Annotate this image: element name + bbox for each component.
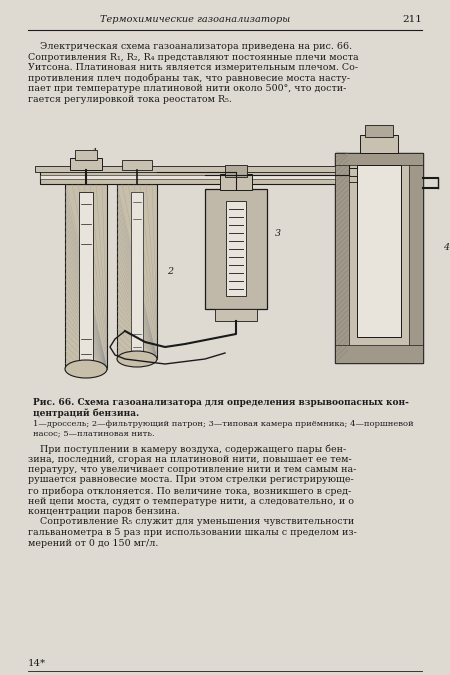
Text: гальванометра в 5 раз при использовании шкалы с пределом из-: гальванометра в 5 раз при использовании … [28,528,357,537]
Bar [40,176,379,182]
Bar [35,166,345,172]
Text: 4: 4 [443,244,449,252]
Bar [40,168,379,176]
Text: пает при температуре платиновой нити около 500°, что дости-: пает при температуре платиновой нити око… [28,84,346,93]
Bar [226,201,246,296]
Text: 1: 1 [91,148,97,157]
Bar [335,153,423,363]
Bar [365,125,393,137]
Bar [79,192,93,361]
Bar [360,135,398,153]
Text: При поступлении в камеру воздуха, содержащего пары бен-: При поступлении в камеру воздуха, содерж… [28,444,346,454]
Bar [215,309,257,321]
Text: мерений от 0 до 150 мг/л.: мерений от 0 до 150 мг/л. [28,539,158,547]
Text: Электрическая схема газоанализатора приведена на рис. 66.: Электрическая схема газоанализатора прив… [28,42,352,51]
Text: насос; 5—платиновая нить.: насос; 5—платиновая нить. [33,430,155,438]
Text: противления плеч подобраны так, что равновесие моста насту-: противления плеч подобраны так, что равн… [28,74,350,83]
Text: 1—дроссель; 2—фильтрующий патрон; 3—типовая камера приёмника; 4—поршневой: 1—дроссель; 2—фильтрующий патрон; 3—типо… [33,420,414,428]
Text: 211: 211 [402,15,422,24]
Ellipse shape [65,360,107,378]
Bar [70,158,102,170]
Bar [117,184,157,359]
Bar [205,189,267,309]
Bar [122,160,152,170]
Text: концентрации паров бензина.: концентрации паров бензина. [28,507,180,516]
Text: рушается равновесие моста. При этом стрелки регистрирующе-: рушается равновесие моста. При этом стре… [28,475,354,485]
Text: гается регулировкой тока реостатом R₅.: гается регулировкой тока реостатом R₅. [28,95,232,103]
Bar [75,150,97,160]
Text: Сопротивление R₅ служит для уменьшения чувствительности: Сопротивление R₅ служит для уменьшения ч… [28,518,354,526]
Bar [335,153,423,165]
Text: 3: 3 [275,230,281,238]
Text: Термохимические газоанализаторы: Термохимические газоанализаторы [100,15,290,24]
Bar [220,174,252,190]
Bar [225,165,247,177]
Text: зина, последний, сгорая на платиновой нити, повышает ее тем-: зина, последний, сгорая на платиновой ни… [28,454,352,464]
Text: го прибора отклоняется. По величине тока, возникшего в сред-: го прибора отклоняется. По величине тока… [28,486,351,495]
Text: ней цепи моста, судят о температуре нити, а следовательно, и о: ней цепи моста, судят о температуре нити… [28,497,354,506]
Bar [40,170,340,184]
Text: центраций бензина.: центраций бензина. [33,408,139,418]
Text: Уитсона. Платиновая нить является измерительным плечом. Со-: Уитсона. Платиновая нить является измери… [28,63,358,72]
Bar [357,165,401,337]
Bar [131,192,143,351]
Bar [335,345,423,363]
Text: 2: 2 [167,267,173,275]
Bar [409,153,423,363]
Text: пературу, что увеличивает сопротивление нити и тем самым на-: пературу, что увеличивает сопротивление … [28,465,356,474]
Ellipse shape [117,351,157,367]
Text: Рис. 66. Схема газоанализатора для определения взрывоопасных кон-: Рис. 66. Схема газоанализатора для опред… [33,398,409,407]
Text: 14*: 14* [28,659,46,668]
Bar [65,184,107,369]
Text: Сопротивления R₁, R₂, R₄ представляют постоянные плечи моста: Сопротивления R₁, R₂, R₄ представляют по… [28,53,359,61]
Bar [40,175,340,179]
Bar [335,153,349,363]
